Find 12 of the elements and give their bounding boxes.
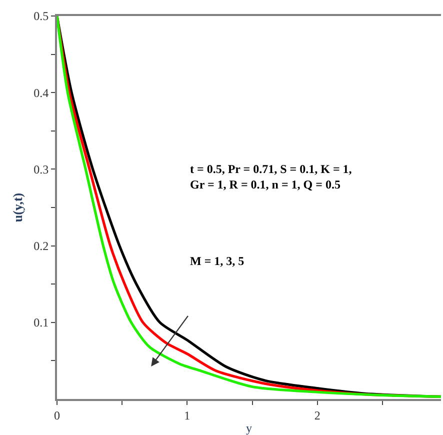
x-tick-label: 2: [314, 408, 320, 422]
y-tick-label: 0.3: [34, 162, 49, 176]
y-tick-label: 0.4: [34, 86, 49, 100]
annotation: M = 1, 3, 5: [190, 254, 244, 268]
y-tick-label: 0.2: [34, 239, 49, 253]
y-tick-label: 0.1: [34, 316, 49, 330]
annotation: t = 0.5, Pr = 0.71, S = 0.1, K = 1, Gr = 1, R = 0.1, n = 1, Q = 0.5: [190, 162, 352, 192]
x-tick-label: 1: [184, 408, 190, 422]
x-tick-label: 0: [54, 408, 60, 422]
y-axis-title: u(y,t): [10, 192, 26, 222]
y-tick-label: 0.5: [34, 9, 49, 24]
x-axis-title: y: [246, 420, 252, 435]
